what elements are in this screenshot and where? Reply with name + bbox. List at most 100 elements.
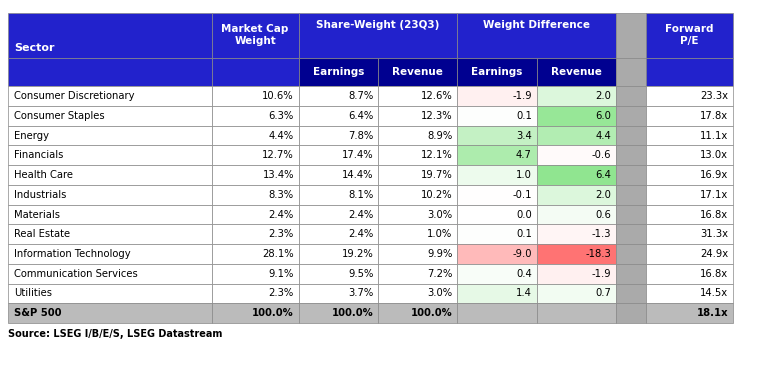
Text: 16.9x: 16.9x (700, 170, 729, 180)
Bar (457, 126, 536, 146)
Text: 0.4: 0.4 (516, 269, 532, 279)
Bar (212, 86, 298, 106)
Text: -18.3: -18.3 (585, 249, 611, 259)
Text: 4.4%: 4.4% (268, 131, 294, 141)
Bar (378, 58, 457, 86)
Bar (212, 264, 298, 284)
Text: Industrials: Industrials (14, 190, 66, 200)
Text: 0.1: 0.1 (516, 229, 532, 239)
Bar (378, 224, 457, 244)
Bar (537, 205, 616, 224)
Bar (457, 303, 536, 323)
Text: 14.4%: 14.4% (342, 170, 374, 180)
Bar (212, 106, 298, 126)
Bar (646, 303, 733, 323)
Bar (8, 244, 212, 264)
Text: 9.9%: 9.9% (427, 249, 453, 259)
Bar (537, 303, 616, 323)
Bar (212, 126, 298, 146)
Bar (537, 146, 616, 165)
Text: 10.6%: 10.6% (262, 91, 294, 101)
Bar (646, 86, 733, 106)
Bar (8, 146, 212, 165)
Text: 1.0: 1.0 (516, 170, 532, 180)
Bar (537, 244, 616, 264)
Bar (646, 264, 733, 284)
Text: 4.7: 4.7 (516, 150, 532, 160)
Text: Forward
P/E: Forward P/E (665, 24, 714, 46)
Bar (537, 126, 616, 146)
Text: 3.0%: 3.0% (427, 288, 453, 299)
Text: 10.2%: 10.2% (421, 190, 453, 200)
Text: 8.7%: 8.7% (348, 91, 374, 101)
Bar (457, 284, 536, 303)
Bar (616, 126, 646, 146)
Text: 0.1: 0.1 (516, 111, 532, 121)
Text: 0.0: 0.0 (516, 210, 532, 219)
Bar (212, 303, 298, 323)
Bar (298, 224, 378, 244)
Text: -9.0: -9.0 (512, 249, 532, 259)
Bar (646, 244, 733, 264)
Bar (298, 126, 378, 146)
Text: 3.0%: 3.0% (427, 210, 453, 219)
Text: 17.8x: 17.8x (700, 111, 729, 121)
Text: Revenue: Revenue (392, 67, 443, 77)
Bar (298, 58, 378, 86)
Text: 100.0%: 100.0% (331, 308, 374, 318)
Bar (457, 224, 536, 244)
Text: -0.6: -0.6 (592, 150, 611, 160)
Text: Revenue: Revenue (551, 67, 601, 77)
Bar (646, 106, 733, 126)
Text: 6.3%: 6.3% (268, 111, 294, 121)
Bar (616, 205, 646, 224)
Text: 2.3%: 2.3% (268, 229, 294, 239)
Bar (298, 13, 457, 58)
Bar (378, 146, 457, 165)
Text: 9.5%: 9.5% (348, 269, 374, 279)
Text: 100.0%: 100.0% (252, 308, 294, 318)
Bar (298, 244, 378, 264)
Text: 23.3x: 23.3x (700, 91, 729, 101)
Text: Consumer Staples: Consumer Staples (14, 111, 104, 121)
Text: Financials: Financials (14, 150, 63, 160)
Text: Communication Services: Communication Services (14, 269, 137, 279)
Bar (646, 185, 733, 205)
Bar (298, 185, 378, 205)
Bar (212, 146, 298, 165)
Text: 8.3%: 8.3% (268, 190, 294, 200)
Text: 3.4: 3.4 (516, 131, 532, 141)
Text: 2.4%: 2.4% (348, 210, 374, 219)
Bar (616, 244, 646, 264)
Bar (616, 86, 646, 106)
Bar (616, 13, 646, 58)
Text: 9.1%: 9.1% (268, 269, 294, 279)
Bar (378, 185, 457, 205)
Bar (646, 126, 733, 146)
Bar (298, 303, 378, 323)
Bar (378, 165, 457, 185)
Bar (378, 106, 457, 126)
Text: 16.8x: 16.8x (700, 269, 729, 279)
Text: Earnings: Earnings (312, 67, 364, 77)
Bar (8, 264, 212, 284)
Text: 13.4%: 13.4% (262, 170, 294, 180)
Text: Share-Weight (23Q3): Share-Weight (23Q3) (316, 20, 439, 30)
Bar (378, 205, 457, 224)
Bar (212, 205, 298, 224)
Bar (8, 185, 212, 205)
Bar (537, 86, 616, 106)
Text: Source: LSEG I/B/E/S, LSEG Datastream: Source: LSEG I/B/E/S, LSEG Datastream (8, 329, 222, 339)
Text: 2.3%: 2.3% (268, 288, 294, 299)
Bar (8, 13, 212, 58)
Bar (212, 58, 298, 86)
Text: 8.9%: 8.9% (427, 131, 453, 141)
Bar (378, 126, 457, 146)
Bar (457, 185, 536, 205)
Bar (457, 244, 536, 264)
Text: 16.8x: 16.8x (700, 210, 729, 219)
Bar (537, 106, 616, 126)
Bar (8, 86, 212, 106)
Text: Sector: Sector (14, 43, 54, 53)
Bar (457, 165, 536, 185)
